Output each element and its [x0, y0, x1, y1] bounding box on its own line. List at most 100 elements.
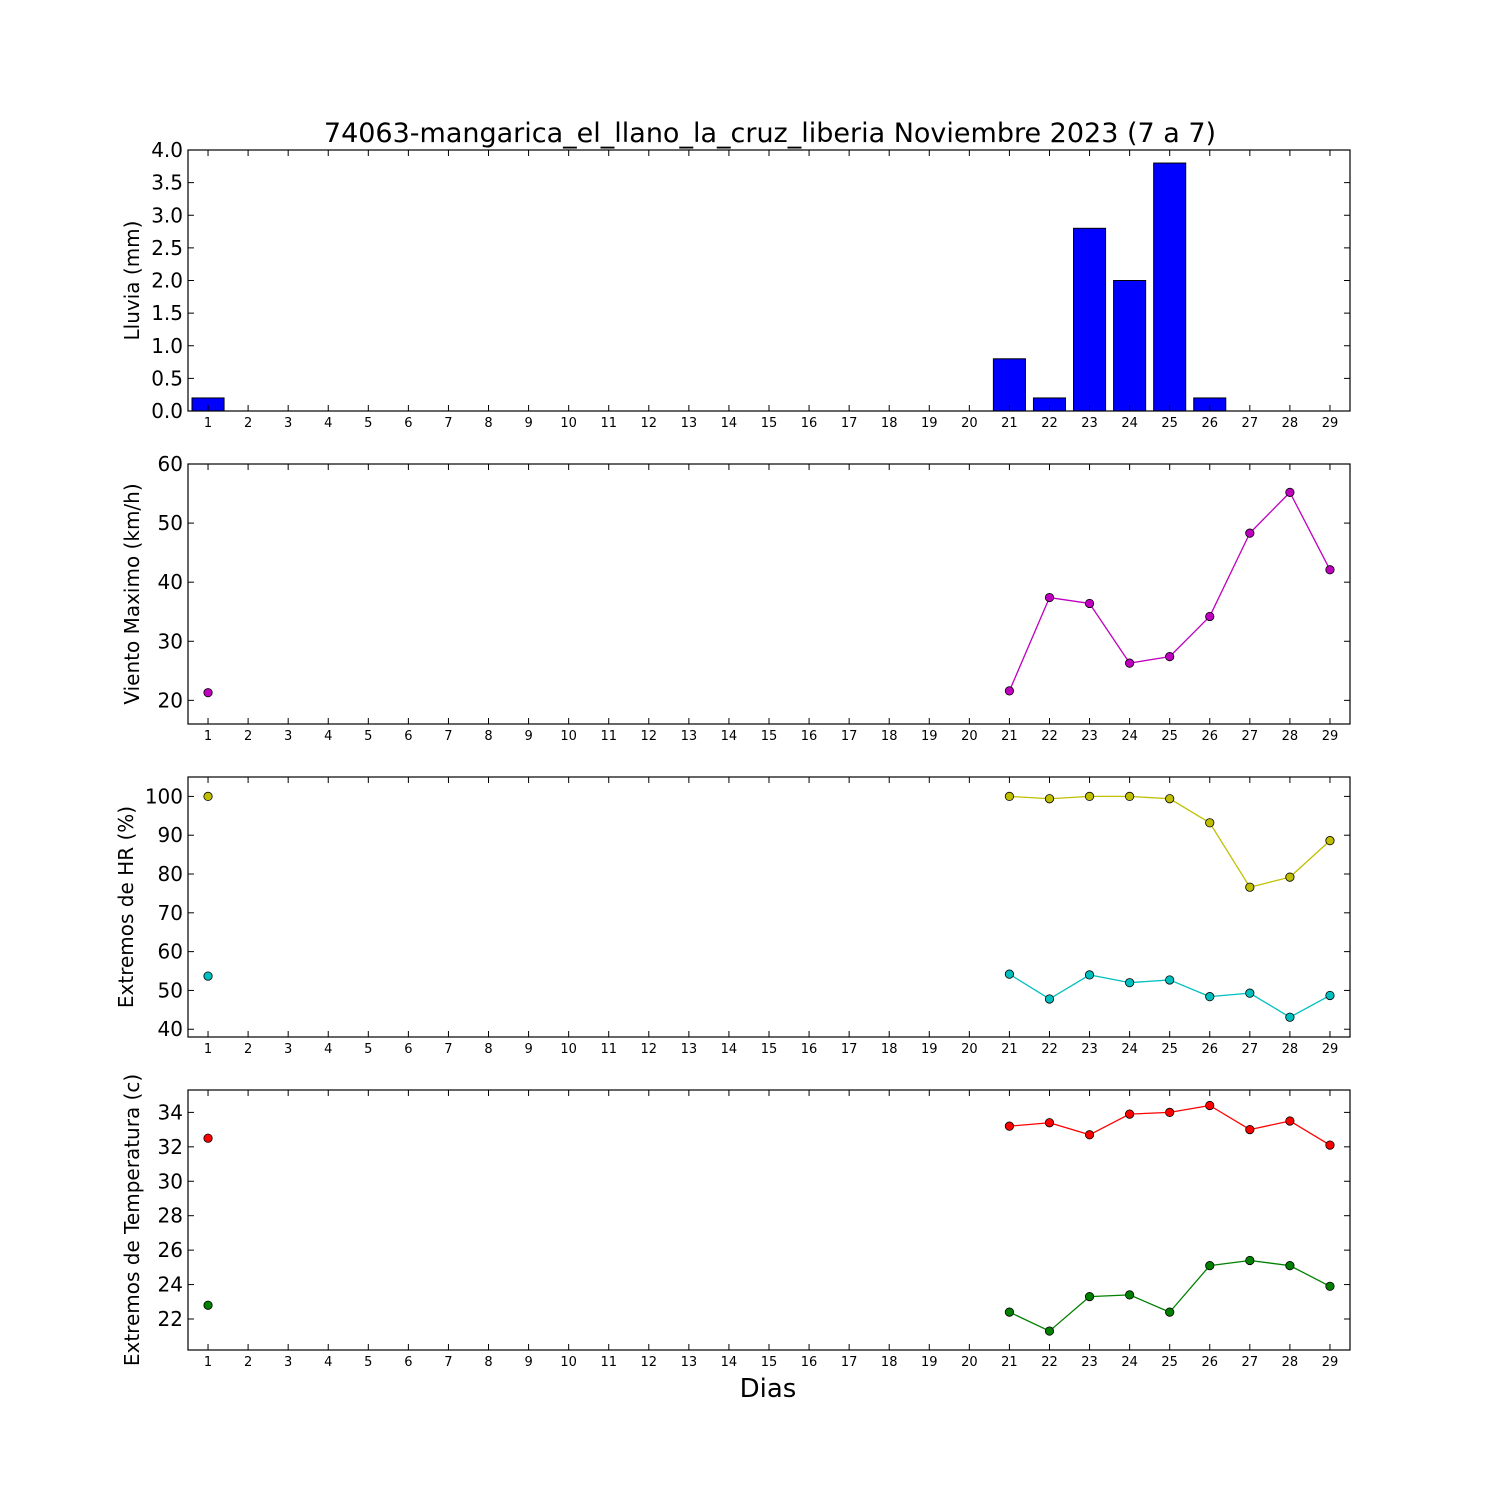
- y-tick-label: 80: [158, 862, 183, 886]
- x-tick-label: 25: [1161, 729, 1178, 744]
- x-tick-label: 28: [1282, 729, 1299, 744]
- series-2-point-day-24: [1125, 1290, 1135, 1300]
- x-tick-label: 9: [524, 729, 532, 744]
- series-2-segment-29: [1289, 1265, 1331, 1287]
- series-1-point-day-1: [203, 1133, 213, 1143]
- series-1-point-day-25: [1165, 794, 1175, 804]
- x-tick-label: 12: [641, 1355, 658, 1370]
- series-2-segment-26: [1169, 979, 1211, 998]
- x-tick-label: 17: [841, 1042, 858, 1057]
- series-1-segment-27: [1209, 822, 1251, 888]
- x-tick-label: 8: [484, 729, 492, 744]
- series-1-segment-28: [1249, 876, 1291, 888]
- x-tick-label: 22: [1041, 1042, 1058, 1057]
- x-tick-label: 28: [1282, 416, 1299, 431]
- y-tick-label: 30: [158, 629, 183, 653]
- x-tick-label: 19: [921, 1355, 938, 1370]
- y-axis-label: Lluvia (mm): [120, 221, 144, 341]
- x-tick-label: 4: [324, 729, 332, 744]
- x-tick-label: 2: [244, 729, 252, 744]
- x-tick-label: 16: [801, 729, 818, 744]
- series-1-segment-23: [1049, 1122, 1090, 1136]
- y-tick-label: 90: [158, 823, 183, 847]
- x-tick-label: 7: [444, 1042, 452, 1057]
- x-tick-label: 14: [721, 1042, 738, 1057]
- series-2-point-day-23: [1084, 1292, 1095, 1302]
- x-tick-label: 2: [244, 1042, 252, 1057]
- series-2-point-day-1: [203, 1300, 213, 1310]
- series-1-segment-29: [1289, 840, 1331, 878]
- x-tick-label: 9: [524, 1042, 532, 1057]
- y-tick-label: 40: [158, 1017, 183, 1041]
- y-tick-label: 2.5: [151, 236, 183, 260]
- x-tick-label: 17: [841, 416, 858, 431]
- x-tick-label: 20: [961, 1355, 978, 1370]
- y-tick-label: 50: [158, 978, 183, 1002]
- x-tick-label: 12: [641, 416, 658, 431]
- x-tick-label: 27: [1242, 1355, 1259, 1370]
- x-tick-label: 24: [1121, 416, 1138, 431]
- x-tick-label: 13: [681, 416, 698, 431]
- x-tick-label: 3: [284, 1042, 292, 1057]
- x-tick-label: 8: [484, 1355, 492, 1370]
- x-tick-label: 8: [484, 1042, 492, 1057]
- x-tick-label: 2: [244, 416, 252, 431]
- series-2-segment-28: [1249, 992, 1291, 1018]
- series-1-point-day-29: [1325, 565, 1335, 575]
- series-1-point-day-21: [1004, 686, 1015, 696]
- x-tick-label: 13: [681, 729, 698, 744]
- series-1-point-day-21: [1004, 791, 1015, 802]
- series-2-segment-22: [1009, 973, 1050, 1000]
- series-1-point-day-23: [1084, 791, 1095, 802]
- y-tick-label: 50: [158, 511, 183, 535]
- series-2-segment-28: [1249, 1259, 1290, 1267]
- x-tick-label: 26: [1201, 1355, 1218, 1370]
- x-axis-label: Dias: [740, 1374, 797, 1404]
- x-tick-label: 19: [921, 416, 938, 431]
- series-1-point-day-25: [1165, 1107, 1175, 1117]
- x-tick-label: 22: [1041, 1355, 1058, 1370]
- x-tick-label: 6: [404, 416, 412, 431]
- x-tick-label: 25: [1161, 416, 1178, 431]
- x-tick-label: 18: [881, 1355, 898, 1370]
- x-tick-label: 15: [761, 416, 778, 431]
- series-1-point-day-28: [1285, 872, 1295, 882]
- y-axis-label: Viento Maximo (km/h): [120, 483, 144, 704]
- x-tick-label: 22: [1041, 416, 1058, 431]
- x-tick-label: 11: [600, 1355, 617, 1370]
- y-tick-label: 24: [158, 1273, 183, 1297]
- x-tick-label: 22: [1041, 729, 1058, 744]
- series-2-point-day-28: [1285, 1261, 1295, 1271]
- y-axis-label: Extremos de Temperatura (c): [120, 1074, 144, 1366]
- series-2-segment-24: [1089, 974, 1130, 984]
- x-tick-label: 7: [444, 416, 452, 431]
- y-tick-label: 32: [158, 1135, 183, 1159]
- series-1-segment-27: [1209, 1104, 1251, 1131]
- series-1-point-day-21: [1004, 1121, 1015, 1131]
- series-1-segment-25: [1129, 1111, 1170, 1115]
- x-tick-label: 13: [681, 1042, 698, 1057]
- series-1-point-day-22: [1044, 1118, 1055, 1128]
- series-2-segment-23: [1049, 974, 1090, 1000]
- x-tick-label: 11: [600, 1042, 617, 1057]
- x-tick-label: 23: [1081, 1042, 1098, 1057]
- series-2-point-day-25: [1165, 975, 1175, 985]
- series-2-point-day-22: [1044, 994, 1055, 1004]
- x-tick-label: 16: [801, 1042, 818, 1057]
- y-tick-label: 22: [158, 1307, 183, 1331]
- series-1-point-day-24: [1125, 1109, 1135, 1119]
- series-1-point-day-1: [203, 791, 213, 802]
- series-1-segment-25: [1129, 795, 1170, 800]
- x-tick-label: 11: [600, 416, 617, 431]
- series-1-segment-24: [1089, 1113, 1130, 1136]
- series-1-segment-26: [1169, 798, 1211, 824]
- x-tick-label: 10: [560, 416, 577, 431]
- y-tick-label: 60: [158, 452, 183, 476]
- series-1-point-day-29: [1325, 1140, 1335, 1150]
- x-tick-label: 21: [1001, 1355, 1018, 1370]
- y-tick-label: 4.0: [151, 138, 183, 162]
- series-2-segment-25: [1129, 979, 1170, 984]
- y-tick-label: 1.0: [151, 334, 183, 358]
